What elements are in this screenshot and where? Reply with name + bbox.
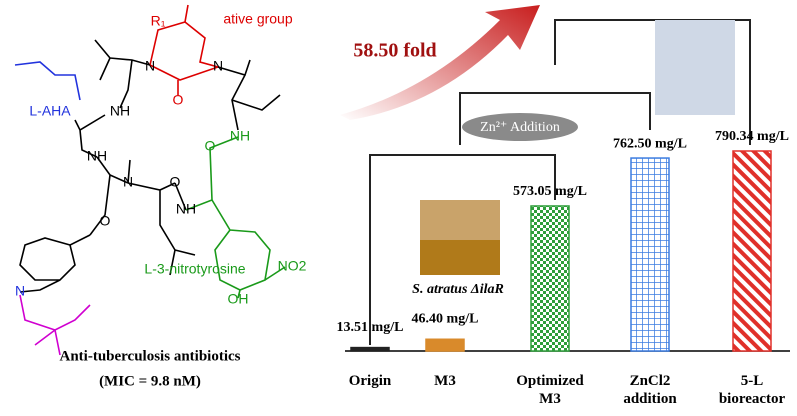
- atom-label: L-3-nitrotyrosine: [144, 261, 245, 277]
- atom-label: NH: [230, 128, 250, 144]
- atom-label: N: [15, 283, 25, 299]
- strain-label: S. atratus ΔilaR: [412, 282, 504, 297]
- bar: [630, 157, 670, 352]
- bar: [732, 150, 772, 352]
- brackets: [369, 19, 751, 345]
- x-tick-label: ZnCl2 addition: [623, 373, 677, 407]
- atom-label: L-AHA: [29, 103, 71, 119]
- value-label: 13.51 mg/L: [337, 320, 404, 335]
- zinc-ellipse: [462, 113, 578, 141]
- atom-label: N: [213, 58, 223, 74]
- atom-label: O: [205, 138, 216, 154]
- value-label: 46.40 mg/L: [412, 311, 479, 326]
- bar: [530, 205, 570, 352]
- atom-label: NH: [87, 148, 107, 164]
- atom-label: N: [145, 58, 155, 74]
- atom-label: NH: [176, 201, 196, 217]
- bar: [425, 338, 465, 352]
- x-tick-label: Optimized M3: [516, 373, 584, 407]
- x-tick-label: Origin: [348, 373, 392, 389]
- atom-label: O: [100, 213, 111, 229]
- atom-label: O: [173, 92, 184, 108]
- caption: Anti-tuberculosis antibiotics: [60, 348, 241, 364]
- atom-label: NH: [110, 103, 130, 119]
- zinc-label: Zn²⁺ Addition: [480, 120, 560, 135]
- atom-label: O: [170, 174, 181, 190]
- bar: [350, 346, 390, 352]
- growth-arrow: [340, 5, 540, 120]
- value-label: 573.05 mg/L: [513, 184, 587, 199]
- atom-label: R₁: [151, 13, 166, 29]
- fold-label: 58.50 fold: [353, 40, 436, 62]
- x-tick-label: M3: [434, 373, 456, 389]
- atom-label: OH: [228, 291, 249, 307]
- atom-label: NO2: [278, 258, 307, 274]
- value-label: 790.34 mg/L: [715, 129, 789, 144]
- bioreactor-photo: [655, 20, 735, 115]
- flask-broth: [420, 240, 500, 275]
- molecule: [14, 4, 286, 356]
- caption: (MIC = 9.8 nM): [99, 373, 201, 389]
- value-label: 762.50 mg/L: [613, 136, 687, 151]
- x-tick-label: 5-L bioreactor: [718, 373, 786, 407]
- atom-label: N: [123, 174, 133, 190]
- atom-label: ative group: [223, 11, 292, 27]
